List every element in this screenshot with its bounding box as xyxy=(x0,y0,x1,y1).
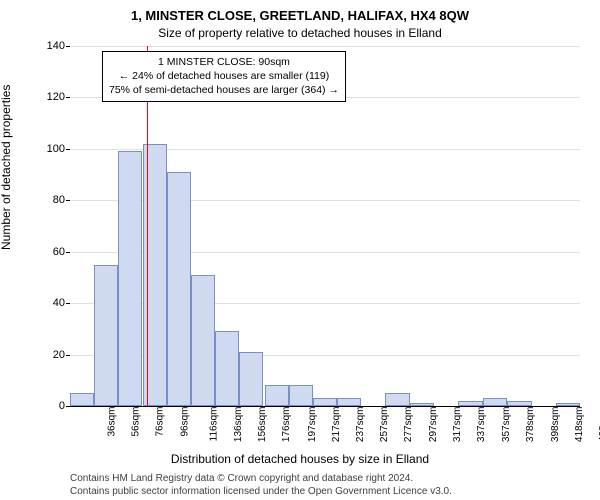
histogram-bar xyxy=(507,401,531,406)
x-tick-label: 197sqm xyxy=(307,407,318,443)
x-tick-label: 136sqm xyxy=(233,407,244,443)
x-tick-label: 237sqm xyxy=(355,407,366,443)
x-tick-label: 156sqm xyxy=(257,407,268,443)
y-tick-label: 100 xyxy=(40,143,65,155)
y-tick-mark xyxy=(66,97,70,98)
footer-line-1: Contains HM Land Registry data © Crown c… xyxy=(70,473,413,484)
y-tick-mark xyxy=(66,46,70,47)
y-tick-label: 60 xyxy=(40,246,65,258)
plot-area: 02040608010012014036sqm56sqm76sqm96sqm11… xyxy=(70,46,580,407)
x-tick-label: 357sqm xyxy=(501,407,512,443)
x-tick-label: 257sqm xyxy=(379,407,390,443)
x-axis-label: Distribution of detached houses by size … xyxy=(0,452,600,466)
histogram-bar xyxy=(458,401,483,406)
x-tick-label: 378sqm xyxy=(525,407,536,443)
y-axis-label: Number of detached properties xyxy=(0,85,13,250)
y-tick-mark xyxy=(66,355,70,356)
chart-container: 1, MINSTER CLOSE, GREETLAND, HALIFAX, HX… xyxy=(0,0,600,500)
y-tick-mark xyxy=(66,406,70,407)
histogram-bar xyxy=(239,352,263,406)
histogram-bar xyxy=(143,144,167,406)
x-tick-label: 96sqm xyxy=(179,407,190,437)
legend-line-1: 1 MINSTER CLOSE: 90sqm xyxy=(109,55,339,69)
x-tick-label: 217sqm xyxy=(331,407,342,443)
histogram-bar xyxy=(265,385,289,406)
histogram-bar xyxy=(337,398,361,406)
y-tick-label: 120 xyxy=(40,91,65,103)
histogram-bar xyxy=(289,385,313,406)
y-tick-mark xyxy=(66,149,70,150)
x-tick-label: 297sqm xyxy=(428,407,439,443)
y-tick-mark xyxy=(66,252,70,253)
x-tick-label: 76sqm xyxy=(155,407,166,437)
y-tick-label: 80 xyxy=(40,194,65,206)
x-tick-label: 398sqm xyxy=(550,407,561,443)
histogram-bar xyxy=(70,393,94,406)
histogram-bar xyxy=(483,398,507,406)
page-title: 1, MINSTER CLOSE, GREETLAND, HALIFAX, HX… xyxy=(0,8,600,23)
histogram-bar xyxy=(118,151,142,406)
histogram-bar xyxy=(191,275,215,406)
legend-line-3: 75% of semi-detached houses are larger (… xyxy=(109,83,339,97)
x-tick-label: 277sqm xyxy=(403,407,414,443)
y-tick-label: 0 xyxy=(40,400,65,412)
x-tick-label: 36sqm xyxy=(107,407,118,437)
histogram-bar xyxy=(313,398,337,406)
histogram-bar xyxy=(215,331,239,406)
x-tick-label: 418sqm xyxy=(574,407,585,443)
y-tick-label: 140 xyxy=(40,40,65,52)
histogram-bar xyxy=(167,172,191,406)
histogram-bar xyxy=(556,403,580,406)
x-tick-label: 337sqm xyxy=(476,407,487,443)
legend-box: 1 MINSTER CLOSE: 90sqm ← 24% of detached… xyxy=(102,51,346,102)
y-tick-label: 40 xyxy=(40,297,65,309)
footer-line-2: Contains public sector information licen… xyxy=(70,486,452,497)
x-tick-label: 56sqm xyxy=(131,407,142,437)
y-tick-mark xyxy=(66,303,70,304)
y-tick-label: 20 xyxy=(40,349,65,361)
x-tick-label: 116sqm xyxy=(208,407,219,442)
legend-line-2: ← 24% of detached houses are smaller (11… xyxy=(109,69,339,83)
page-subtitle: Size of property relative to detached ho… xyxy=(0,26,600,40)
histogram-bar xyxy=(410,403,434,406)
x-tick-label: 317sqm xyxy=(452,407,463,443)
x-tick-label: 176sqm xyxy=(281,407,292,443)
y-tick-mark xyxy=(66,200,70,201)
histogram-bar xyxy=(385,393,409,406)
histogram-bar xyxy=(94,265,118,406)
